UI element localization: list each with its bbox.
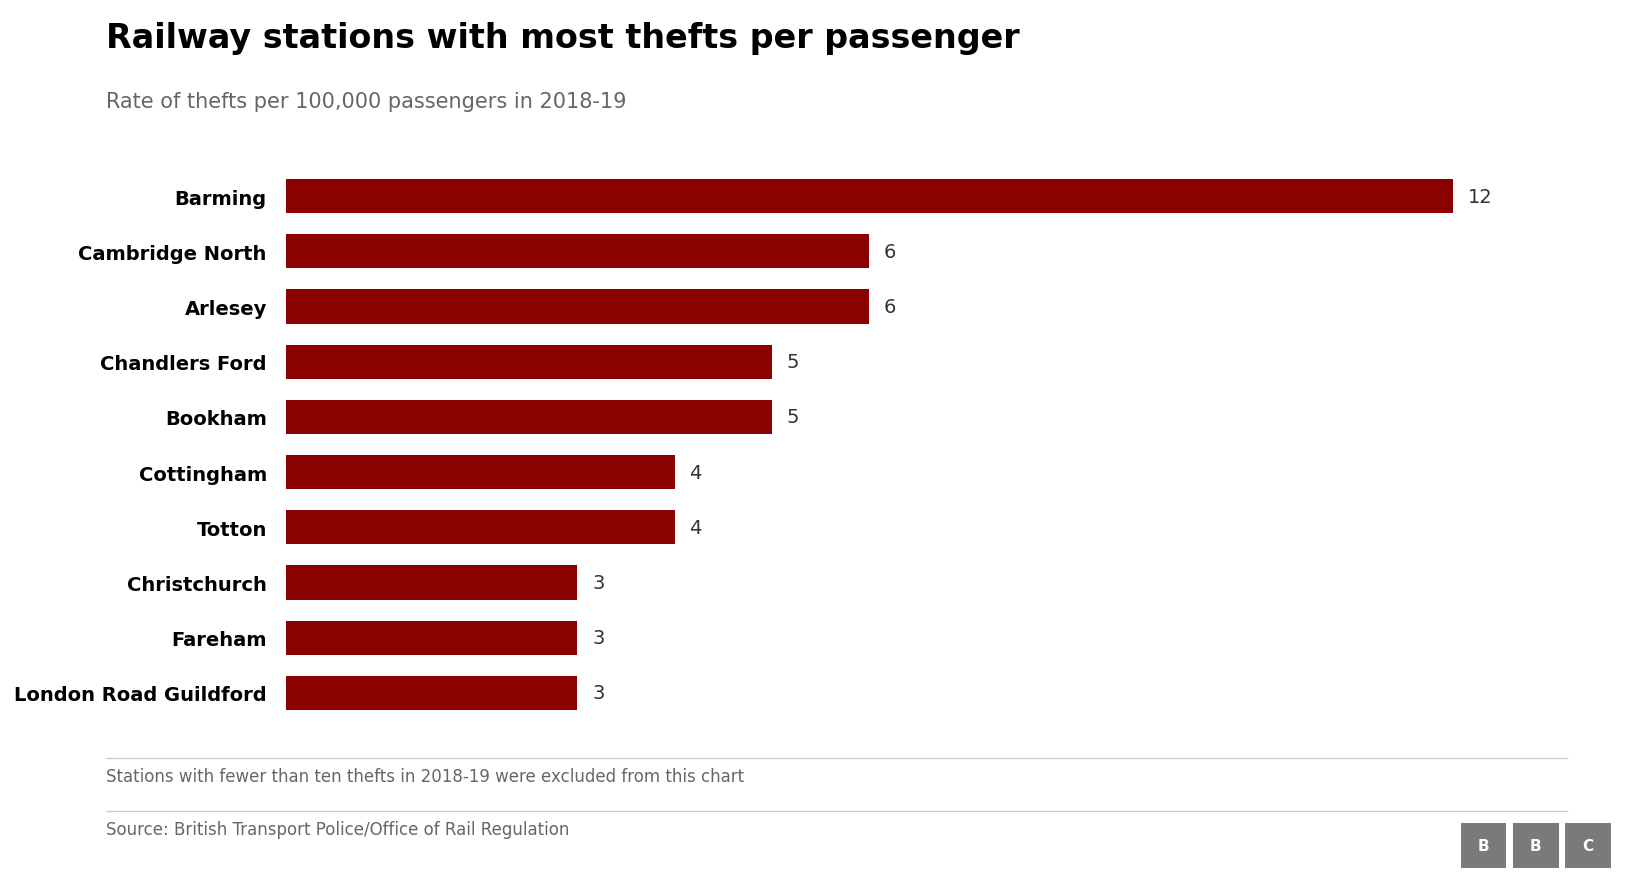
Text: 6: 6 [885, 243, 896, 261]
Bar [286, 455, 674, 489]
Text: 4: 4 [689, 463, 702, 482]
Text: B: B [1529, 838, 1542, 853]
Text: 3: 3 [592, 574, 604, 592]
Text: B: B [1477, 838, 1490, 853]
Bar [286, 235, 870, 269]
Bar [286, 290, 870, 324]
Bar [286, 566, 578, 600]
Text: Source: British Transport Police/Office of Rail Regulation: Source: British Transport Police/Office … [106, 820, 570, 838]
Text: 6: 6 [885, 298, 896, 317]
Text: C: C [1583, 838, 1593, 853]
Bar [286, 346, 772, 380]
Bar [286, 510, 674, 545]
Text: 3: 3 [592, 684, 604, 702]
Text: 5: 5 [787, 408, 800, 427]
Text: 3: 3 [592, 629, 604, 647]
Bar [286, 676, 578, 710]
Text: Railway stations with most thefts per passenger: Railway stations with most thefts per pa… [106, 22, 1020, 55]
Text: 12: 12 [1467, 188, 1492, 206]
Bar [286, 621, 578, 655]
Bar [286, 180, 1452, 214]
Bar [286, 401, 772, 435]
Text: 4: 4 [689, 518, 702, 538]
Text: 5: 5 [787, 353, 800, 372]
Text: Stations with fewer than ten thefts in 2018-19 were excluded from this chart: Stations with fewer than ten thefts in 2… [106, 767, 744, 786]
Text: Rate of thefts per 100,000 passengers in 2018-19: Rate of thefts per 100,000 passengers in… [106, 92, 627, 112]
